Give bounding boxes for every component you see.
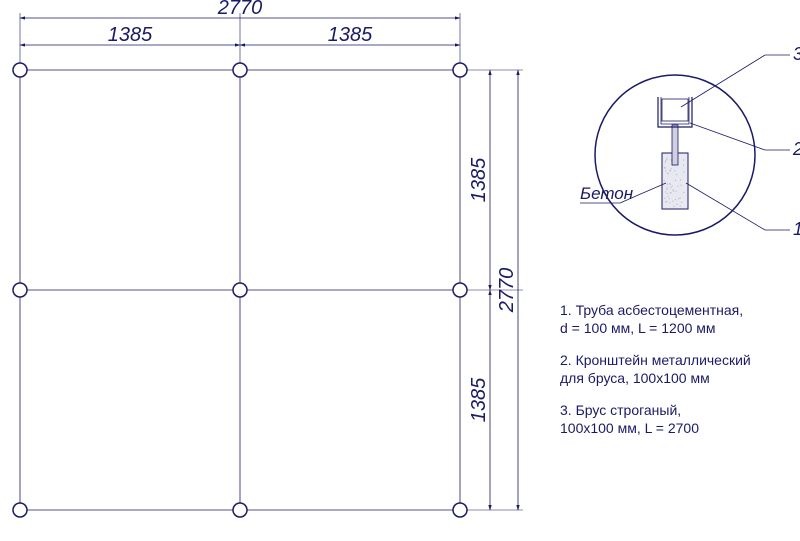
legend-item-3-line-2: 100х100 мм, L = 2700	[560, 420, 699, 436]
callout-3: 3	[793, 44, 800, 64]
post-circle	[233, 63, 247, 77]
dim-right-total: 2770	[496, 268, 518, 314]
legend-item-1-line-1: 1. Труба асбестоцементная,	[560, 302, 743, 318]
legend-item-3-line-1: 3. Брус строганый,	[560, 402, 681, 418]
post-circle	[453, 503, 467, 517]
post-circle	[233, 503, 247, 517]
callout-1: 1	[793, 219, 800, 239]
post-circle	[453, 283, 467, 297]
post-circle	[233, 283, 247, 297]
detail-view: 3 2 1 Бетон	[580, 44, 800, 239]
dim-top-right: 1385	[328, 24, 373, 46]
dim-top-left: 1385	[108, 24, 153, 46]
post-circle	[453, 63, 467, 77]
callout-2: 2	[792, 139, 800, 159]
dim-right-bottom: 1385	[468, 377, 490, 422]
legend-item-2-line-2: для бруса, 100х100 мм	[560, 370, 710, 386]
dim-top-total: 2770	[217, 0, 263, 19]
technical-drawing: 2770 1385 1385 1385 1385 2770 3 2 1 Бетон 1. Труба…	[0, 0, 800, 541]
post-circle	[13, 283, 27, 297]
legend-item-1-line-2: d = 100 мм, L = 1200 мм	[560, 320, 716, 336]
legend-item-2-line-1: 2. Кронштейн металлический	[560, 352, 751, 368]
dim-right-top: 1385	[468, 157, 490, 202]
label-beton: Бетон	[580, 184, 634, 203]
post-circle	[13, 63, 27, 77]
post-circle	[13, 503, 27, 517]
plan-grid	[13, 63, 467, 517]
